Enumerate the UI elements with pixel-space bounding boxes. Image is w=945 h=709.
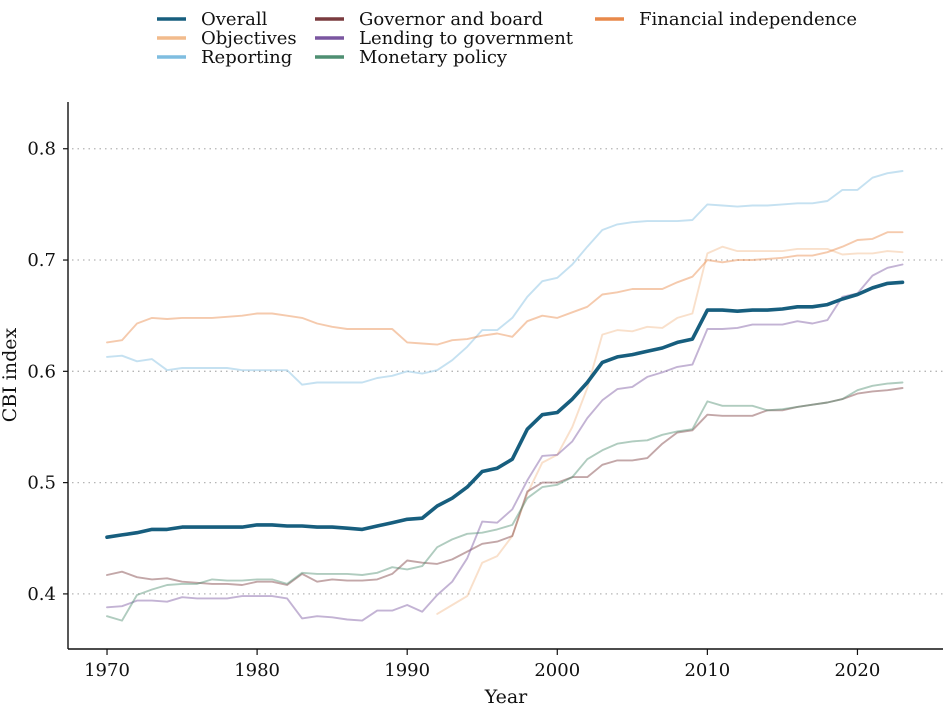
legend-label: Financial independence: [639, 9, 857, 30]
series-line-overall: [105, 280, 905, 539]
x-tick-label: 2020: [835, 660, 881, 681]
legend-item-objectives: Objectives: [157, 28, 297, 49]
y-tick-label: 0.4: [27, 584, 56, 605]
series-line-lending-to-government: [106, 263, 904, 622]
grid-lines: [72, 148, 943, 595]
legend-label: Governor and board: [359, 9, 543, 30]
x-axis-title: Year: [484, 686, 528, 708]
axes: [67, 102, 943, 650]
y-tick-label: 0.5: [27, 473, 56, 494]
legend-item-reporting: Reporting: [157, 47, 292, 68]
series-lines: [105, 170, 905, 622]
series-line-objectives: [436, 245, 904, 615]
legend-label: Monetary policy: [359, 47, 508, 68]
series-line-monetary-policy: [106, 381, 904, 622]
legend-item-governor-and-board: Governor and board: [315, 9, 543, 30]
series-line-reporting: [106, 170, 904, 386]
tick-labels: 0.4 0.5 0.6 0.7 0.8 1970 1980 1990 2000 2010 2020: [27, 139, 880, 681]
y-tick-label: 0.8: [27, 139, 56, 160]
legend-item-lending-to-government: Lending to government: [315, 28, 574, 49]
series-line-financial-independence: [106, 231, 904, 346]
x-tick-label: 2000: [534, 660, 580, 681]
y-tick-label: 0.6: [27, 361, 56, 382]
legend-item-overall: Overall: [157, 9, 268, 30]
legend-label: Lending to government: [359, 28, 574, 49]
legend-label: Reporting: [201, 47, 292, 68]
legend-item-financial-independence: Financial independence: [595, 9, 857, 30]
x-tick-label: 1970: [84, 660, 130, 681]
legend-label: Objectives: [201, 28, 297, 49]
x-tick-label: 1990: [384, 660, 430, 681]
x-tick-label: 1980: [234, 660, 280, 681]
legend-label: Overall: [201, 9, 268, 30]
legend-item-monetary-policy: Monetary policy: [315, 47, 508, 68]
y-axis-title: CBI index: [0, 327, 21, 422]
x-tick-label: 2010: [684, 660, 730, 681]
series-line-governor-and-board: [106, 387, 904, 586]
y-tick-label: 0.7: [27, 250, 56, 271]
